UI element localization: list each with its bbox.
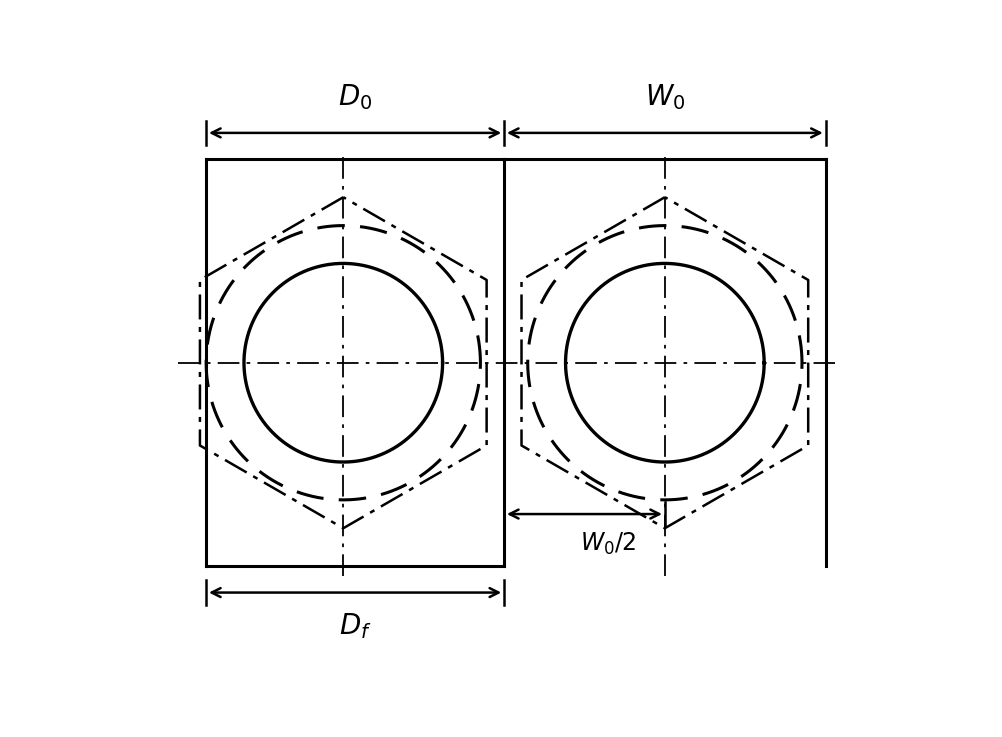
Text: $W_0$: $W_0$	[644, 83, 685, 112]
Text: $W_0/2$: $W_0/2$	[580, 531, 636, 557]
Text: $D_0$: $D_0$	[338, 83, 373, 112]
Text: $D_f$: $D_f$	[339, 612, 372, 641]
